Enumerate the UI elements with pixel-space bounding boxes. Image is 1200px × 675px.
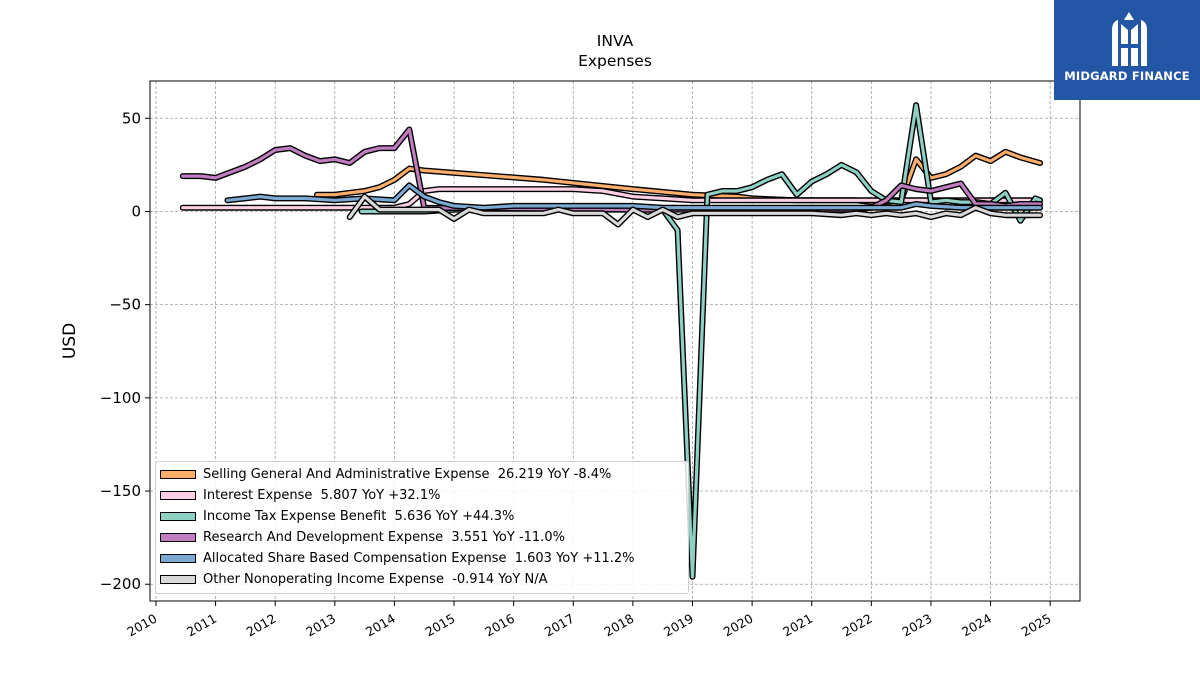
x-tick-label: 2012 bbox=[244, 611, 279, 640]
x-tick-label: 2010 bbox=[124, 611, 159, 640]
chart-title: INVA bbox=[596, 32, 634, 50]
legend-label: Selling General And Administrative Expen… bbox=[203, 467, 612, 482]
legend-swatch bbox=[160, 533, 196, 542]
legend-item: Income Tax Expense Benefit 5.636 YoY +44… bbox=[160, 506, 514, 527]
y-tick-label: −200 bbox=[100, 575, 141, 593]
x-tick-label: 2018 bbox=[601, 611, 636, 640]
x-tick-label: 2025 bbox=[1019, 611, 1054, 640]
legend-swatch bbox=[160, 491, 196, 500]
grid-lines bbox=[150, 81, 1080, 601]
y-tick-label: 50 bbox=[122, 109, 141, 127]
x-tick-label: 2014 bbox=[363, 611, 398, 640]
x-tick-label: 2013 bbox=[303, 611, 338, 640]
brand-logo[interactable]: MIDGARD FINANCE bbox=[1054, 0, 1200, 100]
y-axis-label: USD bbox=[60, 323, 80, 359]
y-tick-label: −50 bbox=[109, 296, 141, 314]
legend-label: Research And Development Expense 3.551 Y… bbox=[203, 530, 565, 545]
x-tick-label: 2023 bbox=[899, 611, 934, 640]
legend-swatch bbox=[160, 470, 196, 479]
series-line bbox=[224, 182, 1044, 211]
legend-label: Allocated Share Based Compensation Expen… bbox=[203, 551, 635, 566]
chart-legend: Selling General And Administrative Expen… bbox=[155, 461, 689, 594]
series-lines bbox=[179, 102, 1044, 580]
legend-item: Other Nonoperating Income Expense -0.914… bbox=[160, 569, 548, 590]
x-tick-label: 2017 bbox=[542, 611, 577, 640]
x-tick-label: 2020 bbox=[721, 611, 756, 640]
legend-swatch bbox=[160, 575, 196, 584]
y-tick-label: −100 bbox=[100, 389, 141, 407]
legend-item: Selling General And Administrative Expen… bbox=[160, 464, 611, 485]
midgard-logo-icon bbox=[1112, 12, 1147, 66]
series-line-stroke bbox=[181, 187, 1042, 210]
x-tick-label: 2016 bbox=[482, 611, 517, 640]
x-tick-label: 2022 bbox=[840, 611, 875, 640]
legend-label: Interest Expense 5.807 YoY +32.1% bbox=[203, 488, 441, 503]
series-line bbox=[346, 193, 1044, 228]
series-line-stroke bbox=[225, 183, 1042, 210]
legend-label: Other Nonoperating Income Expense -0.914… bbox=[203, 572, 548, 587]
x-tick-label: 2011 bbox=[184, 611, 219, 640]
x-tick-label: 2024 bbox=[959, 611, 994, 640]
plot-frame bbox=[149, 80, 1081, 602]
series-line bbox=[179, 126, 1044, 213]
series-line bbox=[179, 186, 1044, 211]
legend-item: Interest Expense 5.807 YoY +32.1% bbox=[160, 485, 440, 506]
brand-name: MIDGARD FINANCE bbox=[1064, 69, 1190, 83]
legend-item: Research And Development Expense 3.551 Y… bbox=[160, 527, 565, 548]
legend-item: Allocated Share Based Compensation Expen… bbox=[160, 548, 635, 569]
series-line-stroke bbox=[181, 127, 1042, 212]
legend-swatch bbox=[160, 554, 196, 563]
x-tick-label: 2015 bbox=[422, 611, 457, 640]
x-tick-label: 2021 bbox=[780, 611, 815, 640]
chart-subtitle: Expenses bbox=[578, 52, 652, 70]
x-tick-label: 2019 bbox=[661, 611, 696, 640]
series-line-stroke bbox=[348, 195, 1042, 227]
legend-swatch bbox=[160, 512, 196, 521]
y-tick-label: 0 bbox=[131, 202, 141, 220]
y-tick-label: −150 bbox=[100, 482, 141, 500]
legend-label: Income Tax Expense Benefit 5.636 YoY +44… bbox=[203, 509, 515, 524]
